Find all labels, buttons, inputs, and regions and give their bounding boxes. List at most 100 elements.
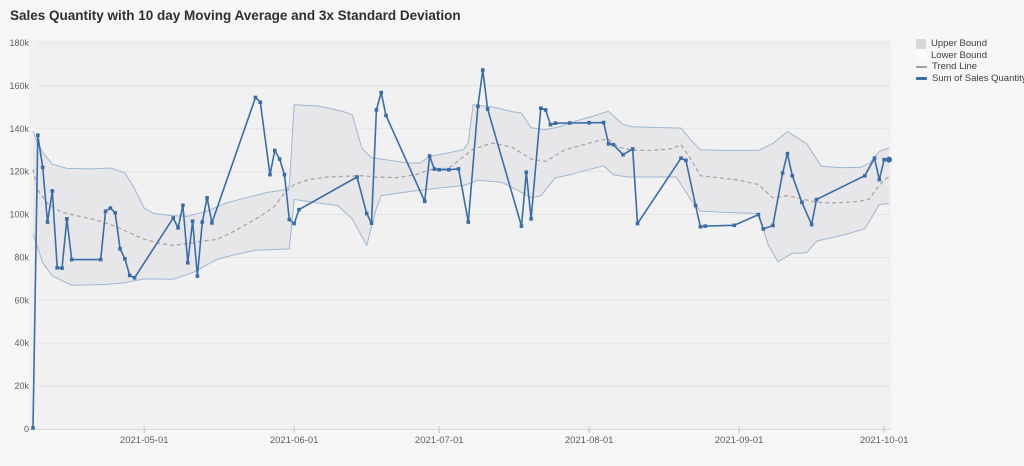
data-point-marker (118, 247, 122, 251)
data-point-marker (190, 219, 195, 224)
data-point-marker (108, 206, 113, 210)
data-point-marker (65, 217, 69, 221)
data-point-marker (195, 274, 200, 278)
chart-legend: Upper Bound Lower Bound Trend Line Sum o… (916, 38, 1024, 84)
data-point-marker (132, 276, 137, 280)
data-point-marker (210, 221, 214, 225)
data-point-marker (258, 100, 263, 104)
data-point-marker (543, 108, 548, 112)
data-point-marker (60, 266, 64, 270)
upper-bound-swatch-icon (916, 38, 926, 49)
data-point-marker (785, 151, 790, 156)
data-point-marker (282, 172, 287, 177)
confidence-band (33, 104, 889, 286)
data-point-marker (601, 120, 606, 125)
data-point-marker (447, 167, 451, 172)
upper-bound-line (32, 104, 890, 217)
data-point-marker (679, 156, 683, 160)
legend-label: Lower Bound (931, 49, 987, 61)
data-point-marker (809, 222, 814, 227)
data-point-marker (50, 189, 55, 193)
data-point-marker (863, 173, 867, 178)
data-point-marker (273, 148, 277, 153)
x-tick-label: 2021-10-01 (860, 435, 909, 446)
y-tick-label: 60k (14, 295, 29, 305)
data-point-marker (268, 172, 272, 177)
data-point-marker (790, 173, 795, 178)
data-point-marker (553, 121, 558, 126)
x-tick-label: 2021-05-01 (120, 435, 169, 446)
data-point-marker (379, 90, 384, 95)
data-point-marker (877, 177, 882, 182)
data-point-marker (171, 216, 176, 220)
data-point-marker (800, 200, 804, 205)
data-point-marker (476, 104, 480, 109)
data-point-marker (606, 141, 611, 146)
data-point-marker (703, 224, 708, 228)
y-tick-label: 120k (9, 167, 29, 177)
y-tick-label: 0 (24, 424, 29, 434)
data-point-marker (456, 167, 461, 171)
data-point-marker (185, 261, 190, 265)
data-point-marker (587, 120, 591, 125)
x-tick-label: 2021-08-01 (565, 435, 614, 446)
data-point-marker (635, 221, 640, 226)
data-point-marker (205, 196, 209, 200)
data-point-marker (422, 199, 427, 204)
legend-item-upper-bound[interactable]: Upper Bound (916, 38, 1024, 50)
y-tick-label: 180k (9, 38, 29, 48)
data-point-marker (355, 175, 359, 179)
data-point-marker (611, 142, 616, 147)
x-tick-label: 2021-07-01 (415, 435, 464, 446)
data-point-marker (36, 133, 40, 138)
data-point-marker (384, 113, 388, 118)
data-point-marker (98, 257, 103, 262)
data-point-marker (761, 227, 766, 231)
data-point-marker (485, 107, 490, 111)
data-point-marker (113, 211, 118, 215)
chart-title: Sales Quantity with 10 day Moving Averag… (10, 8, 461, 23)
x-tick-label: 2021-06-01 (270, 435, 319, 446)
data-point-marker (814, 197, 819, 202)
data-point-marker (621, 152, 625, 157)
data-point-marker (123, 256, 127, 261)
data-point-marker (277, 157, 282, 161)
legend-item-lower-bound[interactable]: Lower Bound (916, 50, 1024, 62)
y-tick-label: 80k (14, 252, 29, 262)
data-point-marker (176, 226, 180, 230)
y-tick-label: 20k (14, 381, 29, 391)
data-point-marker (780, 171, 785, 175)
data-point-marker (292, 221, 296, 226)
data-point-marker (684, 158, 688, 163)
data-point-marker (480, 68, 485, 72)
data-point-marker (437, 167, 442, 172)
lower-bound-swatch-icon (916, 50, 926, 61)
data-point-marker (374, 108, 379, 112)
legend-item-trend-line[interactable]: Trend Line (916, 61, 1024, 73)
data-point-marker (181, 203, 185, 208)
data-point-marker (55, 265, 59, 270)
sum-of-sales-quantity-swatch-icon (916, 76, 927, 80)
data-point-marker (69, 257, 74, 262)
data-point-marker (568, 121, 572, 125)
data-point-marker (253, 95, 258, 100)
data-point-marker (771, 223, 775, 228)
legend-item-sum-of-sales-quantity[interactable]: Sum of Sales Quantity (916, 73, 1024, 85)
y-tick-label: 40k (14, 338, 29, 348)
data-point-marker (297, 207, 301, 212)
data-point-marker (732, 223, 737, 228)
data-point-marker (693, 203, 698, 208)
data-point-marker (882, 157, 886, 162)
data-point-marker (432, 167, 437, 171)
data-point-marker (287, 217, 292, 222)
data-point-marker (529, 217, 533, 221)
data-point-marker (872, 156, 877, 160)
y-tick-label: 160k (9, 81, 29, 91)
data-point-marker (364, 211, 369, 216)
data-point-marker (427, 154, 432, 158)
data-point-marker (466, 220, 471, 224)
legend-label: Trend Line (932, 61, 978, 73)
data-point-marker (538, 106, 543, 110)
